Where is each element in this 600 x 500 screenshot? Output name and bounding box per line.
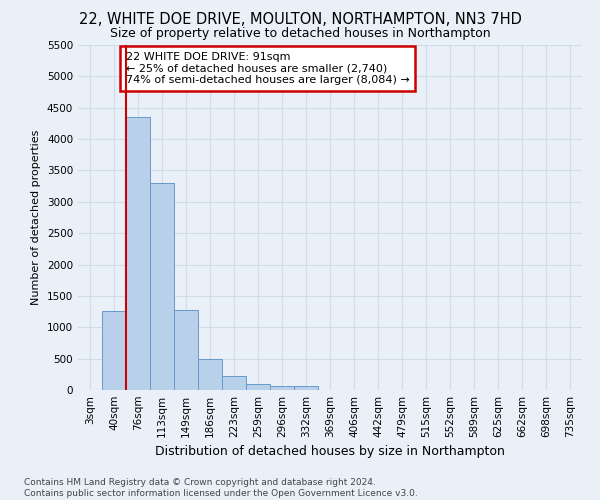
Bar [294,386,318,390]
Bar [174,310,198,390]
Y-axis label: Number of detached properties: Number of detached properties [31,130,41,305]
Text: 22, WHITE DOE DRIVE, MOULTON, NORTHAMPTON, NN3 7HD: 22, WHITE DOE DRIVE, MOULTON, NORTHAMPTO… [79,12,521,28]
Text: Size of property relative to detached houses in Northampton: Size of property relative to detached ho… [110,28,490,40]
Bar [222,376,246,390]
X-axis label: Distribution of detached houses by size in Northampton: Distribution of detached houses by size … [155,446,505,458]
Bar [102,311,126,390]
Bar [126,117,150,390]
Bar [246,384,270,390]
Bar [150,183,174,390]
Bar [270,386,294,390]
Bar [198,360,222,390]
Text: 22 WHITE DOE DRIVE: 91sqm
← 25% of detached houses are smaller (2,740)
74% of se: 22 WHITE DOE DRIVE: 91sqm ← 25% of detac… [126,52,410,85]
Text: Contains HM Land Registry data © Crown copyright and database right 2024.
Contai: Contains HM Land Registry data © Crown c… [24,478,418,498]
